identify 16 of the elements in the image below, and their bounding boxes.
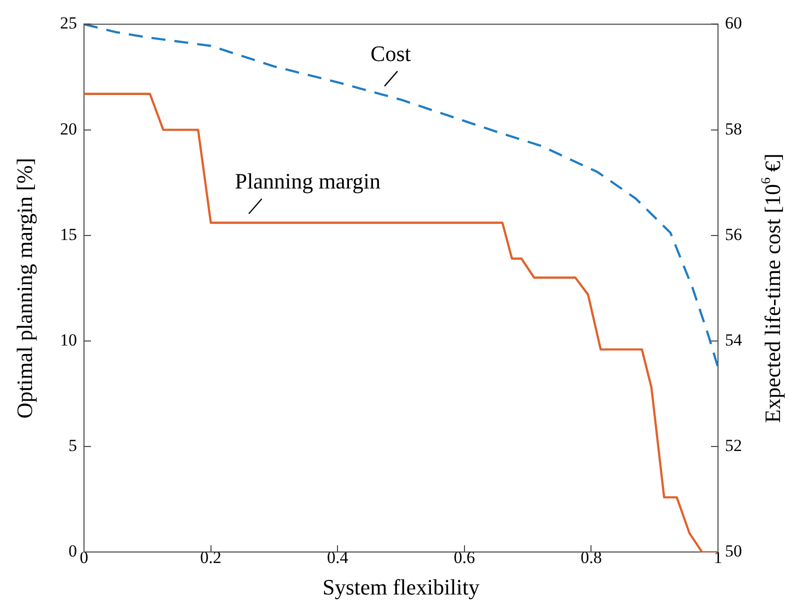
y-tick-label: 10 (60, 330, 77, 350)
y2-tick-label: 56 (725, 224, 742, 244)
annotation: Planning margin (234, 168, 380, 194)
x-axis-title: System flexibility (322, 574, 480, 600)
y-tick-label: 20 (60, 119, 77, 138)
annotation: Cost (370, 40, 411, 66)
y-axis-title: Optimal planning margin [%] (12, 158, 37, 418)
y2-tick-label: 52 (725, 436, 742, 456)
y2-tick-label: 60 (725, 14, 742, 33)
y-tick-label: 25 (60, 14, 77, 33)
y2-tick-label: 50 (725, 542, 742, 561)
y2-tick-label: 54 (725, 330, 742, 350)
y2-tick-label: 58 (725, 119, 742, 138)
y-tick-label: 15 (60, 224, 77, 244)
y-tick-label: 5 (68, 436, 77, 456)
y2-axis-title: Expected life-time cost [106 €] (758, 154, 785, 423)
